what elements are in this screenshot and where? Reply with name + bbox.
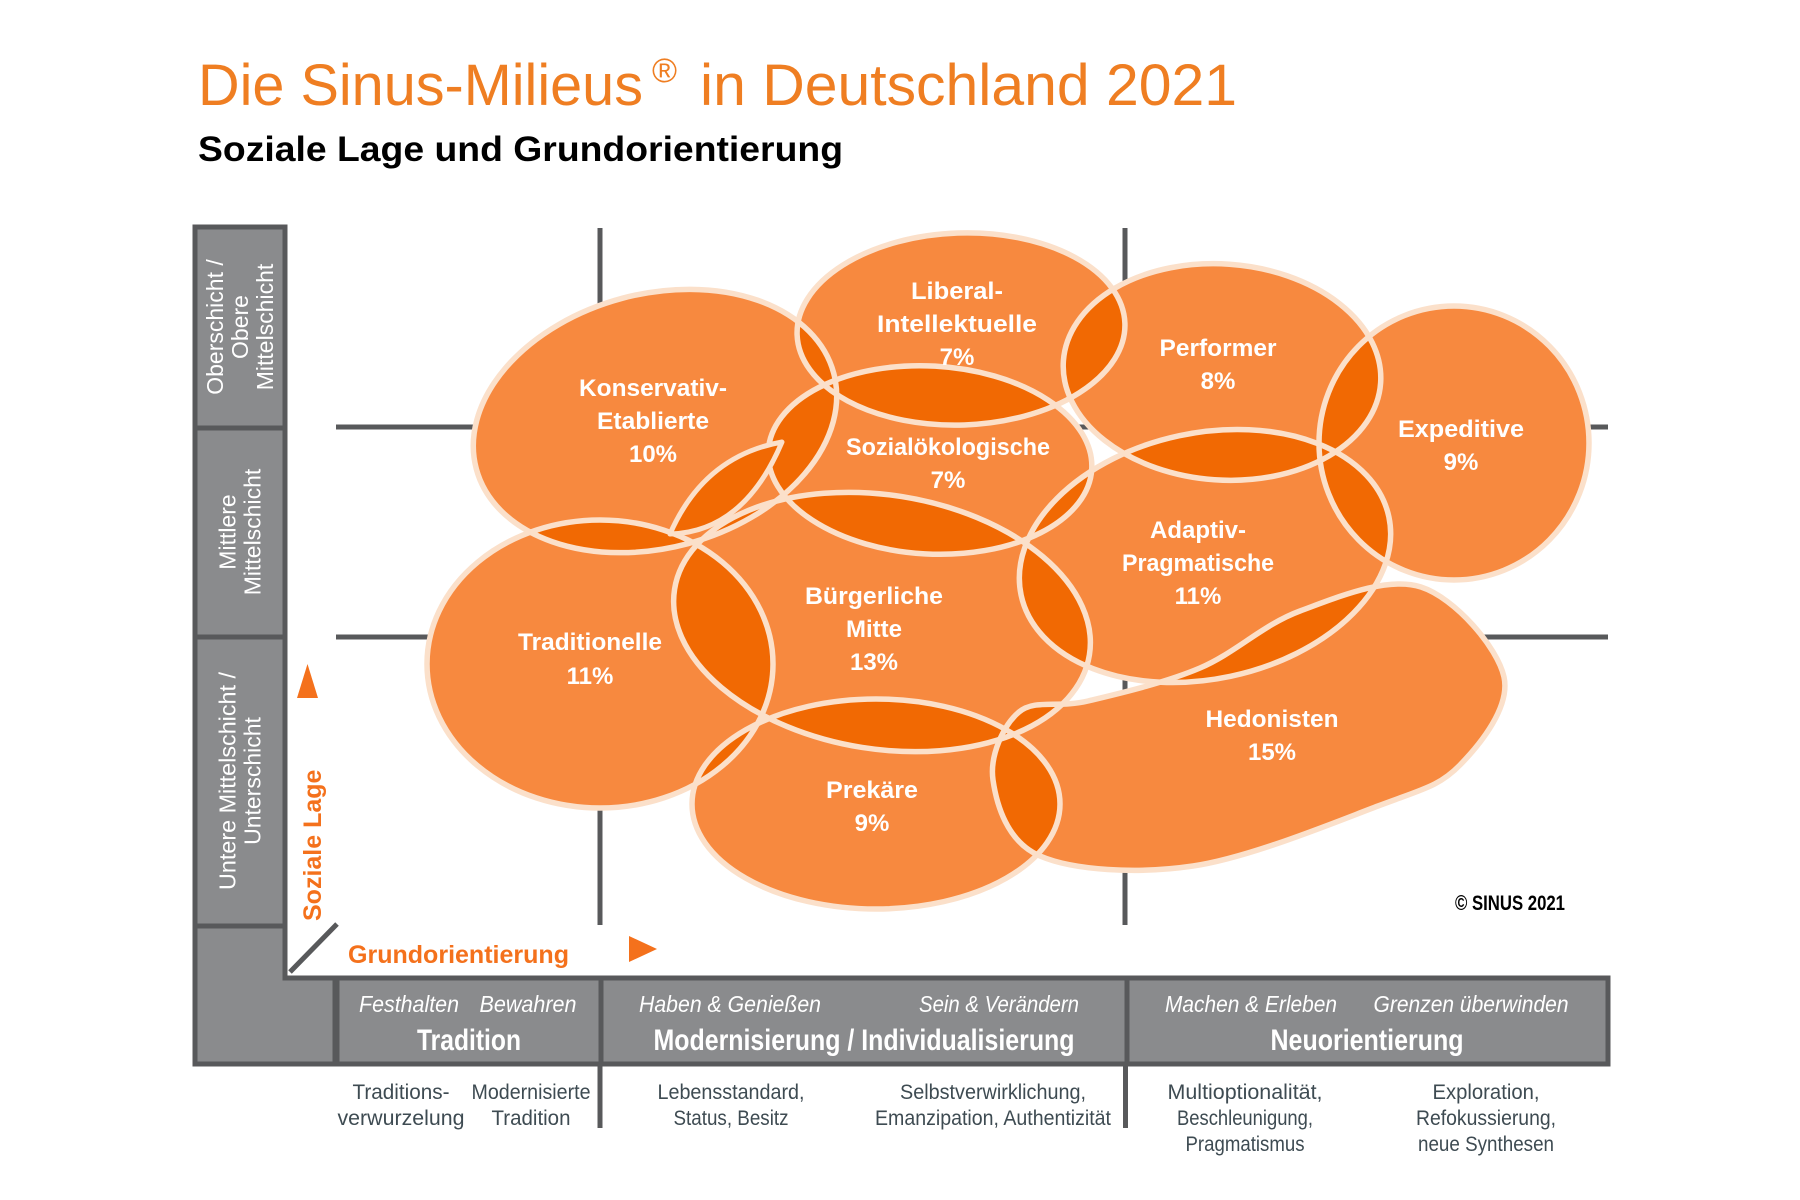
svg-text:9%: 9%	[1444, 449, 1479, 476]
svg-text:Adaptiv-: Adaptiv-	[1150, 517, 1246, 544]
svg-text:Beschleunigung,: Beschleunigung,	[1177, 1107, 1313, 1130]
svg-text:Obere: Obere	[227, 295, 253, 359]
svg-text:Bürgerliche: Bürgerliche	[805, 583, 943, 610]
svg-text:Pragmatische: Pragmatische	[1122, 550, 1274, 577]
svg-text:15%: 15%	[1248, 739, 1296, 766]
svg-text:Traditionelle: Traditionelle	[518, 629, 662, 656]
svg-text:© SINUS 2021: © SINUS 2021	[1455, 892, 1565, 915]
svg-text:Lebensstandard,: Lebensstandard,	[658, 1081, 805, 1104]
svg-text:Die Sinus-Milieus: Die Sinus-Milieus	[198, 53, 643, 118]
svg-text:Liberal-: Liberal-	[911, 278, 1003, 305]
svg-text:Konservativ-: Konservativ-	[579, 375, 727, 402]
svg-text:Untere Mittelschicht /: Untere Mittelschicht /	[215, 671, 241, 890]
svg-text:Modernisierte: Modernisierte	[472, 1081, 591, 1104]
svg-text:9%: 9%	[855, 810, 890, 837]
svg-text:Expeditive: Expeditive	[1398, 416, 1524, 443]
svg-text:Status, Besitz: Status, Besitz	[674, 1107, 789, 1130]
svg-text:Traditions-: Traditions-	[353, 1081, 450, 1104]
svg-text:Mittelschicht: Mittelschicht	[240, 468, 266, 595]
svg-text:8%: 8%	[1201, 368, 1236, 395]
svg-text:10%: 10%	[629, 441, 677, 468]
svg-text:Oberschicht /: Oberschicht /	[202, 259, 228, 395]
svg-text:Unterschicht: Unterschicht	[240, 716, 266, 844]
svg-text:Pragmatismus: Pragmatismus	[1186, 1133, 1305, 1156]
svg-text:Mitte: Mitte	[846, 616, 902, 643]
svg-text:Modernisierung / Individualisi: Modernisierung / Individualisierung	[654, 1024, 1075, 1057]
svg-text:Prekäre: Prekäre	[826, 777, 918, 804]
svg-text:®: ®	[652, 52, 677, 90]
svg-text:Neuorientierung: Neuorientierung	[1271, 1024, 1464, 1057]
svg-text:11%: 11%	[567, 663, 614, 690]
svg-text:Intellektuelle: Intellektuelle	[877, 311, 1037, 338]
svg-text:Grenzen überwinden: Grenzen überwinden	[1374, 991, 1569, 1017]
svg-text:7%: 7%	[931, 467, 966, 494]
svg-text:Haben & Genießen: Haben & Genießen	[639, 991, 821, 1017]
svg-text:Performer: Performer	[1160, 335, 1277, 362]
svg-text:Hedonisten: Hedonisten	[1206, 706, 1339, 733]
svg-text:Multioptionalität,: Multioptionalität,	[1168, 1081, 1323, 1104]
svg-text:Exploration,: Exploration,	[1433, 1081, 1540, 1104]
svg-text:Mittlere: Mittlere	[215, 494, 241, 569]
svg-text:Mittelschicht: Mittelschicht	[252, 263, 278, 390]
svg-text:Grundorientierung: Grundorientierung	[348, 941, 569, 969]
svg-text:Tradition: Tradition	[417, 1024, 521, 1057]
svg-text:Soziale Lage und Grundorientie: Soziale Lage und Grundorientierung	[198, 130, 843, 169]
svg-text:Sozialökologische: Sozialökologische	[846, 434, 1050, 461]
svg-text:Emanzipation, Authentizität: Emanzipation, Authentizität	[875, 1107, 1111, 1130]
svg-text:13%: 13%	[850, 649, 898, 676]
svg-text:Bewahren: Bewahren	[480, 991, 577, 1017]
svg-text:verwurzelung: verwurzelung	[338, 1107, 465, 1130]
svg-text:7%: 7%	[940, 344, 975, 371]
svg-text:in Deutschland 2021: in Deutschland 2021	[700, 53, 1237, 118]
svg-text:Refokussierung,: Refokussierung,	[1416, 1107, 1556, 1130]
svg-text:Etablierte: Etablierte	[597, 408, 709, 435]
svg-text:Tradition: Tradition	[492, 1107, 571, 1130]
svg-text:Selbstverwirklichung,: Selbstverwirklichung,	[900, 1081, 1086, 1104]
svg-text:Festhalten: Festhalten	[359, 991, 459, 1017]
svg-text:Machen & Erleben: Machen & Erleben	[1165, 991, 1337, 1017]
svg-text:11%: 11%	[1175, 583, 1222, 610]
svg-text:neue Synthesen: neue Synthesen	[1418, 1133, 1554, 1156]
svg-text:Sein & Verändern: Sein & Verändern	[919, 991, 1079, 1017]
svg-text:Soziale Lage: Soziale Lage	[299, 769, 327, 921]
